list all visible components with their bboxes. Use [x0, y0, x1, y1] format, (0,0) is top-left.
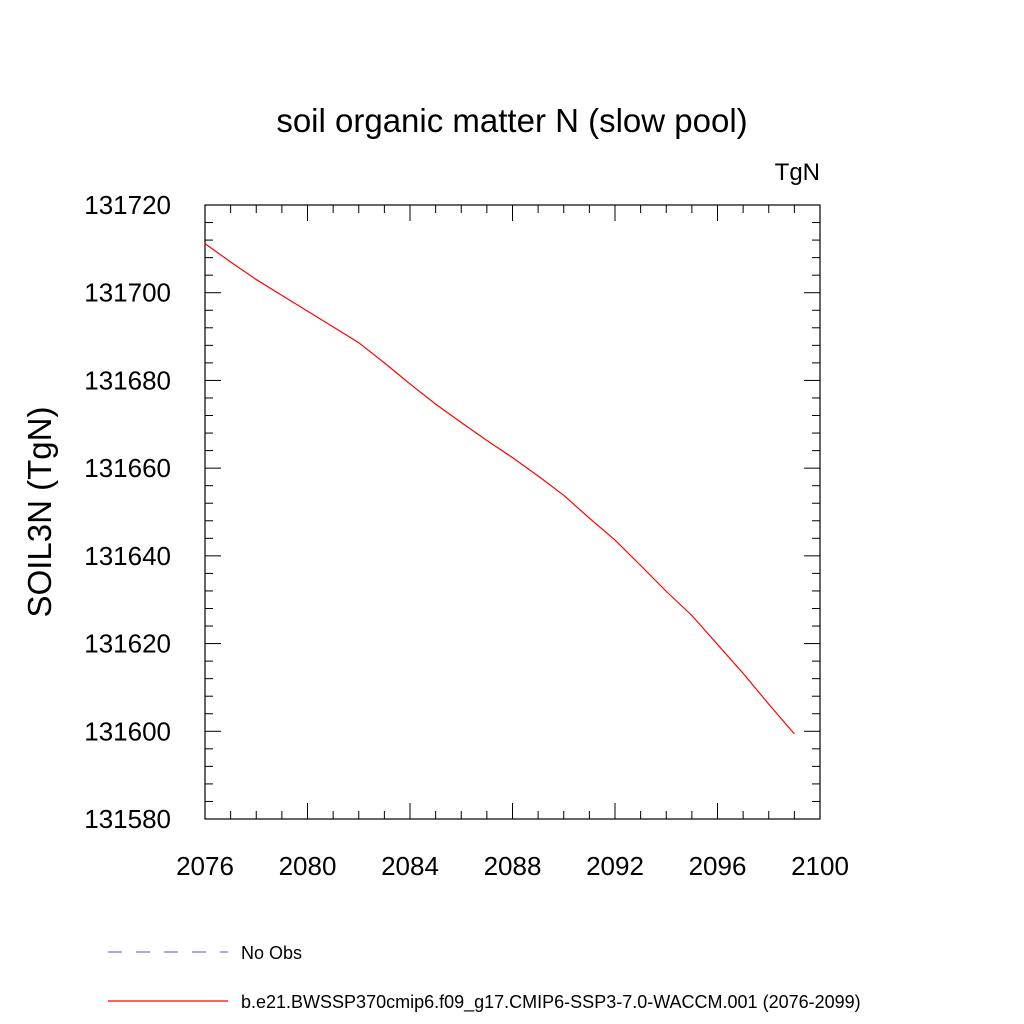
y-tick-label: 131620	[84, 629, 171, 659]
x-tick-label: 2100	[791, 851, 849, 881]
y-tick-label: 131680	[84, 365, 171, 395]
y-tick-label: 131660	[84, 453, 171, 483]
y-tick-label: 131600	[84, 716, 171, 746]
x-tick-label: 2084	[381, 851, 439, 881]
y-tick-label: 131700	[84, 278, 171, 308]
legend-label-0: No Obs	[241, 943, 302, 963]
plot-frame	[204, 204, 821, 820]
legend: No Obs b.e21.BWSSP370cmip6.f09_g17.CMIP6-…	[108, 943, 861, 1013]
y-tick-label: 131720	[84, 190, 171, 220]
y-axis-label: SOIL3N (TgN)	[21, 407, 58, 618]
x-tick-label: 2096	[689, 851, 747, 881]
x-tick-label: 2088	[484, 851, 542, 881]
x-tick-label: 2080	[279, 851, 337, 881]
units-label: TgN	[775, 159, 820, 186]
series-line-1	[204, 243, 795, 735]
chart-title: soil organic matter N (slow pool)	[276, 102, 747, 139]
y-tick-label: 131640	[84, 541, 171, 571]
y-tick-label: 131580	[84, 804, 171, 834]
legend-label-1: b.e21.BWSSP370cmip6.f09_g17.CMIP6-SSP3-7…	[241, 992, 861, 1013]
x-tick-label: 2092	[586, 851, 644, 881]
plot-area: 2076 2080 2084 2088 2092 2096 2100 131580 131600…	[84, 190, 849, 881]
x-tick-label: 2076	[176, 851, 234, 881]
